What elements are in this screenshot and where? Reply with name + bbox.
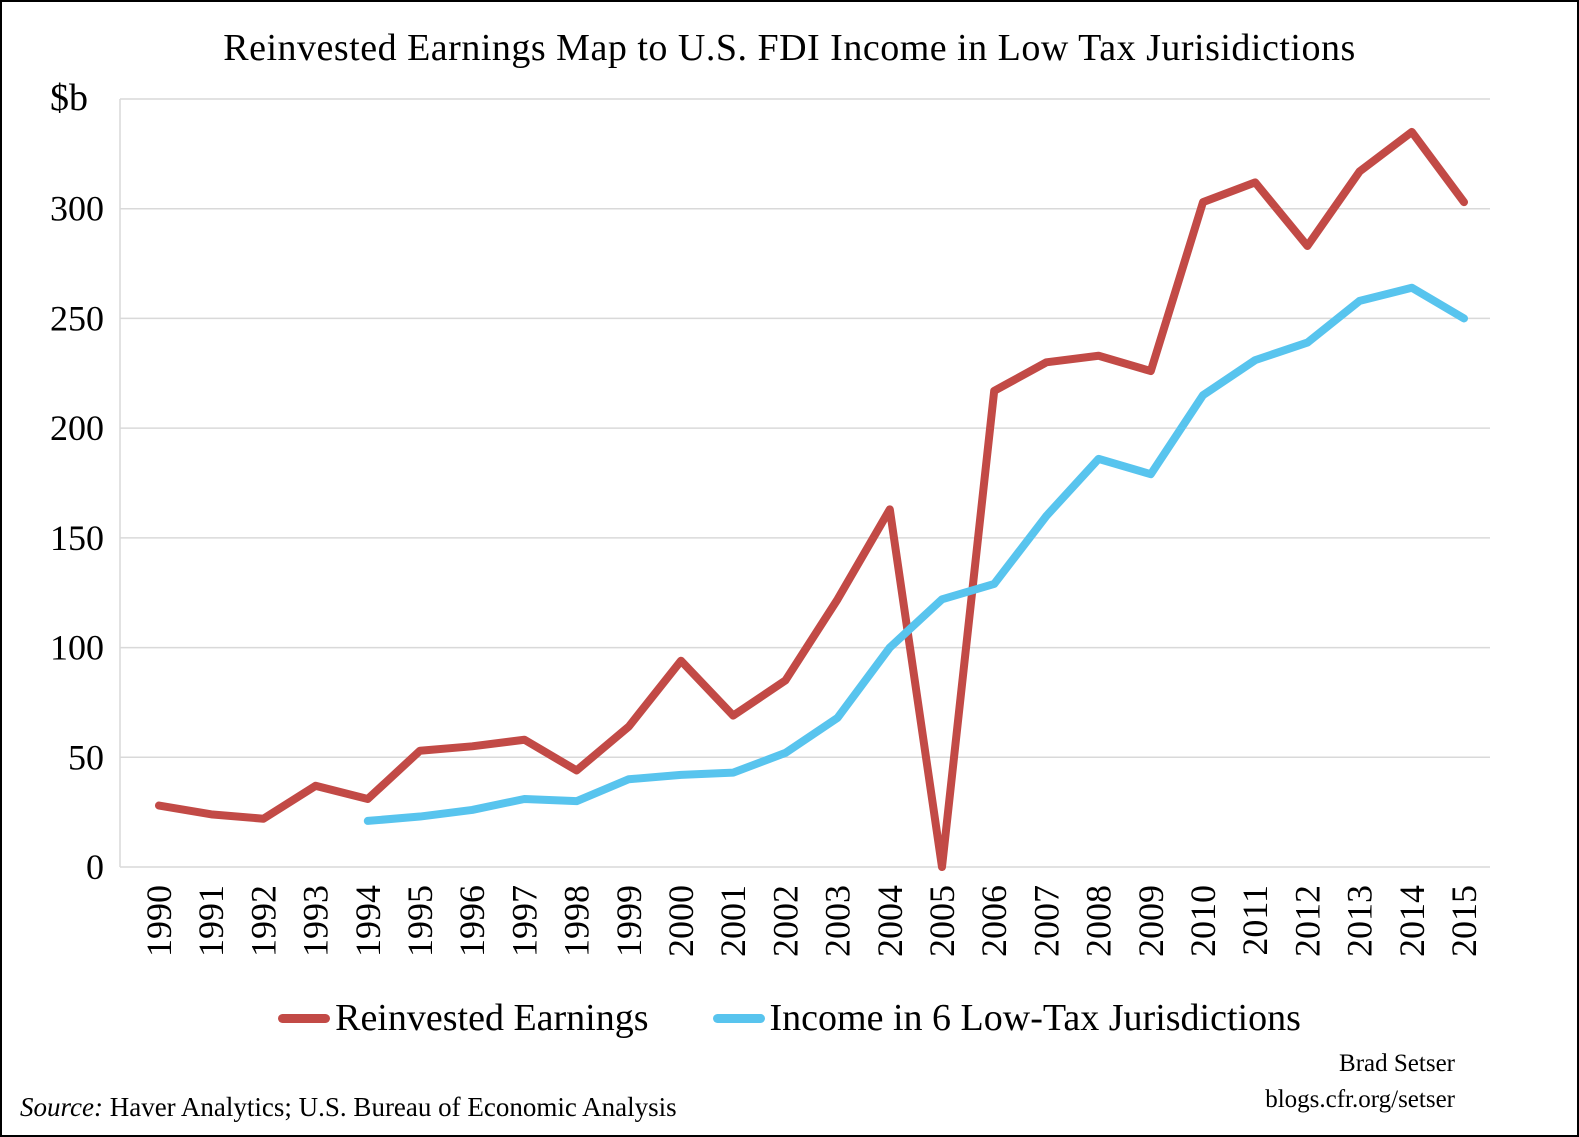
x-tick-label: 1991	[191, 885, 231, 957]
x-tick-label: 1995	[400, 885, 440, 957]
reinvested-earnings-line-swatch	[278, 1013, 331, 1023]
x-tick-label: 2011	[1235, 885, 1275, 956]
x-tick-label: 1994	[348, 885, 388, 957]
series-line-low_tax	[363, 283, 1468, 825]
y-tick-label: 300	[50, 189, 104, 229]
y-tick-label: 50	[68, 737, 104, 777]
x-tick-label: 2012	[1287, 885, 1327, 957]
x-tick-label: 2010	[1183, 885, 1223, 957]
x-tick-label: 2006	[974, 885, 1014, 957]
legend-label-reinvested-earnings: Reinvested Earnings	[335, 997, 649, 1039]
low-tax-income-line-swatch	[712, 1013, 765, 1023]
source-prefix: Source:	[20, 1092, 103, 1122]
x-tick-label: 2004	[870, 885, 910, 957]
legend-label-low-tax-income: Income in 6 Low-Tax Jurisdictions	[769, 997, 1301, 1039]
source-note: Source: Haver Analytics; U.S. Bureau of …	[20, 1092, 677, 1123]
author-credit: Brad Setser blogs.cfr.org/setser	[1265, 1046, 1455, 1119]
y-tick-label: 0	[86, 847, 104, 887]
source-text: Haver Analytics; U.S. Bureau of Economic…	[109, 1092, 677, 1122]
chart-legend: Reinvested Earnings Income in 6 Low-Tax …	[2, 996, 1577, 1040]
x-tick-label: 2009	[1131, 885, 1171, 957]
chart-title: Reinvested Earnings Map to U.S. FDI Inco…	[223, 27, 1356, 69]
series-line-reinvested	[155, 127, 1468, 871]
x-tick-label: 2008	[1079, 885, 1119, 957]
y-tick-label: 200	[50, 408, 104, 448]
x-tick-label: 1999	[609, 885, 649, 957]
x-tick-label: 2000	[661, 885, 701, 957]
y-tick-label: 250	[50, 298, 104, 338]
x-tick-label: 2007	[1026, 885, 1066, 957]
x-tick-label: 2015	[1444, 885, 1484, 957]
x-tick-label: 1997	[504, 885, 544, 957]
x-tick-label: 2005	[922, 885, 962, 957]
x-tick-label: 1998	[557, 885, 597, 957]
legend-item-reinvested-earnings: Reinvested Earnings	[278, 996, 649, 1040]
x-tick-label: 2002	[765, 885, 805, 957]
line-chart-canvas: 0 50 100 150 200 250 300 1990 1991 1992 1993 1994 19…	[50, 98, 1490, 957]
x-tick-label: 2014	[1392, 885, 1432, 957]
x-tick-label: 2001	[713, 885, 753, 957]
credit-name: Brad Setser	[1339, 1050, 1455, 1077]
legend-item-low-tax-income: Income in 6 Low-Tax Jurisdictions	[712, 996, 1301, 1040]
x-tick-label: 1996	[452, 885, 492, 957]
y-tick-label: 150	[50, 518, 104, 558]
x-tick-label: 2003	[818, 885, 858, 957]
x-tick-label: 1993	[296, 885, 336, 957]
y-tick-label: 100	[50, 628, 104, 668]
x-tick-label: 1992	[243, 885, 283, 957]
x-tick-label: 1990	[139, 885, 179, 957]
credit-url: blogs.cfr.org/setser	[1265, 1086, 1455, 1114]
x-tick-label: 2013	[1340, 885, 1380, 957]
y-axis-unit-label: $b	[50, 77, 88, 119]
